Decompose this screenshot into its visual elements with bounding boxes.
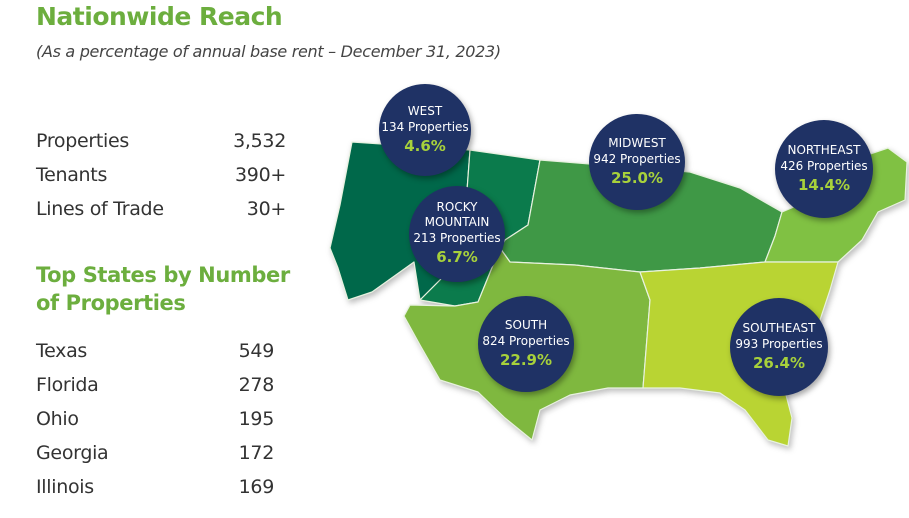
region-properties: 426 Properties — [780, 158, 868, 173]
region-bubble-south: SOUTH 824 Properties 22.9% — [478, 296, 574, 392]
state-name: Texas — [36, 340, 88, 362]
stat-value: 30+ — [246, 198, 287, 220]
region-bubble-southeast: SOUTHEAST 993 Properties 26.4% — [730, 298, 828, 396]
region-bubble-west: WEST 134 Properties 4.6% — [379, 84, 471, 176]
region-properties: 942 Properties — [593, 151, 681, 166]
region-bubble-midwest: MIDWEST 942 Properties 25.0% — [589, 114, 685, 210]
region-bubble-rocky-mountain: ROCKY MOUNTAIN 213 Properties 6.7% — [409, 186, 505, 282]
region-percent: 26.4% — [752, 353, 806, 372]
stat-value: 390+ — [235, 164, 286, 186]
state-row: Illinois 169 — [36, 474, 274, 508]
region-name: ROCKY MOUNTAIN — [424, 200, 490, 229]
state-count: 172 — [238, 442, 275, 464]
region-name: WEST — [407, 103, 443, 118]
state-name: Ohio — [36, 408, 79, 430]
state-name: Georgia — [36, 442, 109, 464]
region-name: SOUTHEAST — [742, 320, 816, 335]
page-title: Nationwide Reach — [36, 2, 283, 31]
top-states-list: Texas 549 Florida 278 Ohio 195 Georgia 172 I… — [36, 338, 274, 508]
stat-value: 3,532 — [233, 130, 286, 152]
state-name: Florida — [36, 374, 99, 396]
stat-row: Properties 3,532 — [36, 128, 286, 162]
summary-stats: Properties 3,532 Tenants 390+ Lines of Tra… — [36, 128, 286, 230]
stat-row: Lines of Trade 30+ — [36, 196, 286, 230]
state-count: 549 — [238, 340, 275, 362]
region-percent: 6.7% — [436, 248, 478, 266]
region-bubble-northeast: NORTHEAST 426 Properties 14.4% — [775, 120, 873, 218]
stat-label: Lines of Trade — [36, 198, 164, 220]
state-row: Florida 278 — [36, 372, 274, 406]
region-properties: 134 Properties — [381, 119, 469, 134]
state-row: Ohio 195 — [36, 406, 274, 440]
stat-label: Properties — [36, 130, 130, 152]
region-percent: 22.9% — [499, 350, 553, 369]
state-count: 169 — [238, 476, 275, 498]
state-row: Texas 549 — [36, 338, 274, 372]
page-subtitle: (As a percentage of annual base rent – D… — [36, 42, 501, 61]
region-percent: 14.4% — [797, 175, 851, 194]
top-states-heading: Top States by Number of Properties — [36, 263, 290, 315]
stat-row: Tenants 390+ — [36, 162, 286, 196]
region-properties: 993 Properties — [735, 336, 823, 351]
state-name: Illinois — [36, 476, 94, 498]
region-name: NORTHEAST — [787, 142, 861, 157]
stat-label: Tenants — [36, 164, 108, 186]
state-row: Georgia 172 — [36, 440, 274, 474]
region-percent: 25.0% — [610, 168, 664, 187]
region-percent: 4.6% — [404, 136, 446, 155]
state-count: 195 — [238, 408, 275, 430]
region-properties: 213 Properties — [413, 231, 501, 245]
region-name: MIDWEST — [608, 135, 666, 150]
state-count: 278 — [238, 374, 275, 396]
region-name: SOUTH — [504, 317, 548, 332]
region-properties: 824 Properties — [482, 333, 570, 348]
